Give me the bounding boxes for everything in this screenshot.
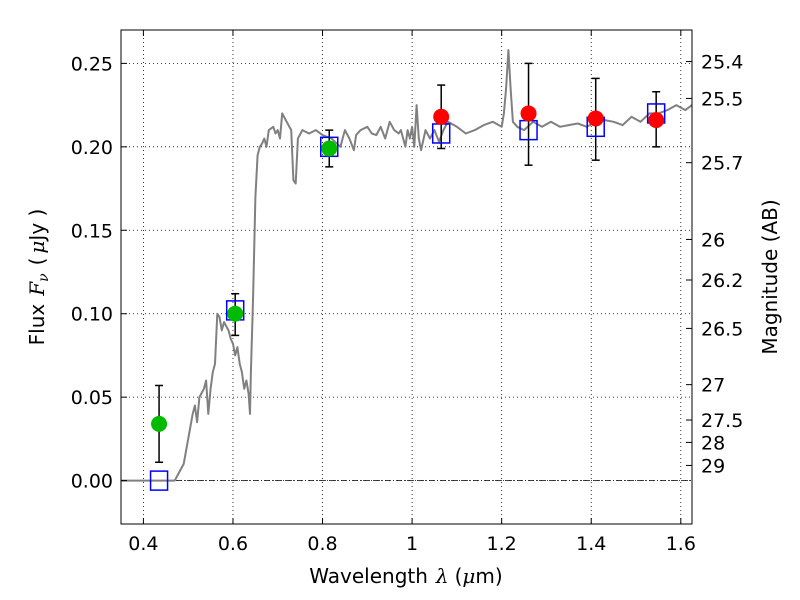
y2-tick-label: 29 <box>701 455 725 477</box>
y-tick-label: 0.10 <box>71 304 113 326</box>
grid <box>121 30 692 524</box>
y2-tick-label: 28 <box>701 432 725 454</box>
observed-flux-point <box>433 108 450 125</box>
x-tick-label: 1 <box>406 533 418 555</box>
x-tick-label: 0.8 <box>307 533 337 555</box>
observed-flux-point <box>227 305 244 322</box>
y-tick-label: 0.00 <box>71 471 113 493</box>
observed-flux-point <box>151 415 168 432</box>
y2-axis-label: Magnitude (AB) <box>758 199 782 354</box>
x-tick-label: 1.4 <box>576 533 606 555</box>
y-tick-label: 0.15 <box>71 220 113 242</box>
y-tick-label: 0.20 <box>71 137 113 159</box>
observed-flux-point <box>321 140 338 157</box>
observed-flux-point <box>587 110 604 127</box>
x-tick-label: 0.6 <box>218 533 248 555</box>
x-tick-label: 1.6 <box>666 533 696 555</box>
y2-tick-label: 27 <box>701 375 725 397</box>
observed-flux-point <box>648 112 665 129</box>
x-tick-label: 1.2 <box>487 533 517 555</box>
y2-tick-label: 25.5 <box>701 88 743 110</box>
y2-tick-label: 25.7 <box>701 153 743 175</box>
y2-tick-label: 26.2 <box>701 270 743 292</box>
plot-area <box>121 49 693 491</box>
plot-frame <box>120 29 693 525</box>
observed-flux-point <box>520 105 537 122</box>
y2-tick-label: 26 <box>701 229 725 251</box>
x-axis-label: Wavelength λ (μm) <box>309 564 502 588</box>
y2-tick-label: 25.4 <box>701 52 743 74</box>
y-axis-label: FluxFν(μJy ) <box>25 209 52 346</box>
y-tick-label: 0.25 <box>71 53 113 75</box>
model-flux-square <box>149 470 169 491</box>
y2-tick-label: 26.5 <box>701 318 743 340</box>
ticks: 0.4 0.6 0.8 1 1.2 1.4 1.6 0.00 0.05 0.10 0.15 0.20 0… <box>71 30 743 555</box>
y-tick-label: 0.05 <box>71 387 113 409</box>
x-tick-label: 0.4 <box>128 533 158 555</box>
y2-tick-label: 27.5 <box>701 410 743 432</box>
sed-model-line <box>121 49 693 482</box>
